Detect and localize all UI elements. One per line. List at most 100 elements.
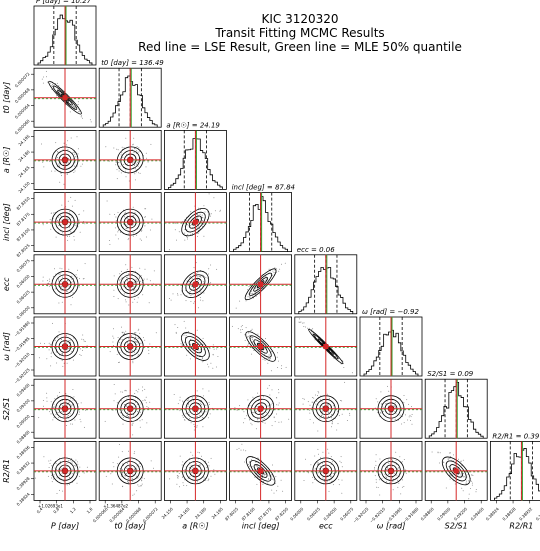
sample-dot-a-R2R1 (182, 461, 184, 463)
sample-dot-ecc-omega (307, 327, 309, 329)
sample-dot-S2S1-R2R1 (462, 459, 464, 461)
sample-dot-t0-R2R1 (132, 480, 134, 482)
sample-dot-t0-omega (119, 352, 121, 353)
sample-dot-t0-ecc (120, 288, 122, 290)
sample-dot-a-incl (210, 213, 212, 215)
sample-dot-t0-incl (126, 227, 128, 229)
sample-dot-a-ecc (196, 278, 198, 280)
sample-dot-incl-R2R1 (257, 457, 259, 459)
sample-dot-P-incl (52, 212, 54, 214)
sample-dot-t0-omega (132, 362, 134, 364)
contour-t0-ecc-0 (116, 270, 144, 298)
sample-dot-P-S2S1 (80, 421, 82, 423)
sample-dot-incl-R2R1 (264, 472, 266, 474)
sample-dot-P-incl (61, 204, 63, 206)
sample-dot-t0-ecc (132, 288, 134, 289)
sample-dot-t0-omega (121, 326, 122, 328)
sample-dot-incl-omega (247, 332, 249, 334)
sample-dot-a-R2R1 (197, 451, 199, 453)
sample-dot-P-R2R1 (60, 469, 62, 471)
sample-dot-a-omega (185, 327, 187, 329)
sample-dot-a-omega (190, 344, 191, 346)
sample-dot-S2S1-R2R1 (460, 460, 462, 462)
sample-dot-S2S1-R2R1 (462, 490, 464, 492)
sample-dot-a-R2R1 (188, 467, 190, 469)
sample-dot-ecc-S2S1 (302, 398, 304, 399)
sample-dot-t0-incl (123, 216, 125, 218)
sample-dot-P-ecc (71, 278, 73, 280)
contour-t0-a-0 (116, 146, 144, 174)
sample-dot-S2S1-R2R1 (453, 454, 454, 456)
lse-point-a-ecc (192, 281, 198, 287)
sample-dot-P-ecc (71, 275, 73, 277)
sample-dot-incl-R2R1 (280, 479, 282, 481)
sample-dot-t0-a (137, 165, 139, 167)
sample-dot-ecc-S2S1 (346, 420, 348, 421)
sample-dot-P-a (74, 170, 76, 172)
sample-dot-a-incl (178, 231, 180, 233)
sample-dot-a-S2S1 (179, 399, 181, 401)
sample-dot-omega-R2R1 (391, 458, 393, 460)
sample-dot-a-ecc (180, 294, 182, 296)
sample-dot-incl-R2R1 (273, 492, 275, 494)
sample-dot-a-R2R1 (192, 454, 194, 456)
sample-dot-a-ecc (190, 291, 191, 293)
sample-dot-P-incl (42, 224, 44, 226)
contour-P-a-0 (51, 146, 79, 174)
sample-dot-t0-omega (113, 328, 114, 330)
sample-dot-incl-ecc (250, 292, 252, 294)
sample-dot-t0-a (117, 162, 119, 164)
sample-dot-ecc-S2S1 (317, 430, 319, 432)
sample-dot-P-incl (70, 196, 72, 198)
sample-dot-P-t0 (56, 82, 58, 84)
sample-dot-P-omega (69, 344, 71, 346)
xtick-label-P-1: 0.8 (52, 506, 60, 514)
sample-dot-omega-R2R1 (392, 460, 393, 462)
sample-dot-t0-S2S1 (139, 406, 141, 408)
sample-dot-t0-incl (149, 229, 151, 231)
sample-dot-P-incl (69, 226, 70, 228)
sample-dot-P-t0 (58, 85, 60, 87)
sample-dot-P-R2R1 (60, 463, 61, 465)
sample-dot-t0-a (133, 152, 135, 154)
sample-dot-incl-ecc (249, 296, 251, 298)
sample-dot-a-ecc (204, 276, 206, 278)
sample-dot-P-S2S1 (72, 389, 74, 390)
sample-dot-a-omega (177, 327, 179, 328)
sample-dot-P-R2R1 (71, 462, 73, 464)
sample-dot-ecc-omega (333, 353, 335, 355)
sample-dot-incl-S2S1 (236, 409, 238, 411)
sample-dot-ecc-omega (343, 367, 345, 368)
sample-dot-t0-ecc (134, 271, 136, 272)
sample-dot-P-R2R1 (75, 459, 77, 461)
sample-dot-a-incl (209, 213, 211, 215)
sample-dot-P-ecc (77, 269, 78, 271)
sample-dot-t0-omega (130, 356, 132, 358)
sample-dot-P-omega (80, 355, 82, 356)
hist-title-P: P [day] = 10.27 (36, 0, 92, 5)
sample-dot-P-ecc (68, 285, 70, 287)
sample-dot-S2S1-R2R1 (469, 488, 471, 489)
sample-dot-t0-omega (130, 335, 132, 337)
sample-dot-a-ecc (193, 273, 195, 275)
sample-dot-t0-S2S1 (141, 419, 143, 421)
sample-dot-P-omega (57, 336, 59, 338)
sample-dot-P-incl (78, 214, 80, 216)
sample-dot-t0-S2S1 (135, 390, 137, 392)
sample-dot-incl-ecc (245, 300, 247, 302)
sample-dot-P-R2R1 (68, 484, 70, 485)
sample-dot-P-ecc (83, 278, 85, 279)
sample-dot-omega-R2R1 (373, 468, 375, 470)
sample-dot-P-omega (49, 344, 51, 346)
sample-dot-a-S2S1 (201, 411, 202, 413)
sample-dot-incl-S2S1 (261, 403, 263, 405)
sample-dot-incl-omega (257, 333, 259, 335)
sample-dot-P-a (41, 143, 42, 145)
xtick-label-incl-0: 87.8025 (224, 506, 240, 522)
sample-dot-ecc-R2R1 (303, 480, 305, 481)
sample-dot-a-ecc (203, 292, 205, 294)
sample-dot-incl-S2S1 (264, 422, 266, 424)
sample-dot-a-S2S1 (202, 417, 204, 419)
xtick-label-P-3: 1.6 (85, 506, 93, 514)
chart-title-line1: KIC 3120320 (261, 12, 339, 26)
